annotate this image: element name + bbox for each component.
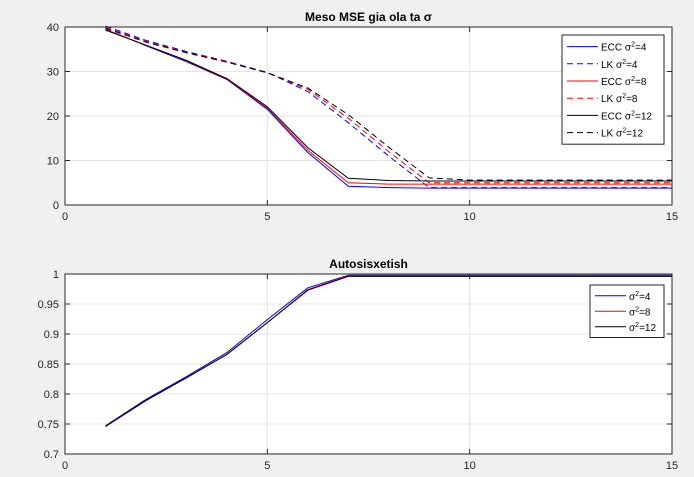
chart-title: Meso MSE gia ola ta σ (305, 10, 432, 24)
series-line-1 (105, 28, 672, 189)
series-line-4 (105, 26, 672, 184)
series-line-1 (105, 274, 672, 427)
legend: σ2=4 σ2=8 σ2=12 (589, 284, 665, 338)
y-tick-label: 10 (47, 156, 59, 168)
y-tick-label: 0.8 (44, 389, 59, 401)
y-tick-label: 0.95 (38, 299, 59, 311)
y-tick-label: 1 (53, 269, 59, 281)
series-line-6 (105, 27, 672, 181)
chart-1: 0 5 10 15 0 10 20 30 40 Meso MSE gia ola ta σ ECC … (47, 10, 678, 223)
y-tick-label: 0.7 (44, 449, 59, 461)
legend-label-2: σ2=8 (629, 306, 651, 318)
chart-2: 0 5 10 15 0.7 0.75 0.8 0.85 0.9 0.95 1 Autosisxetis… (38, 257, 679, 472)
x-tick-label: 10 (464, 460, 476, 472)
x-tick-label: 15 (666, 460, 678, 472)
y-tick-label: 0.85 (38, 359, 59, 371)
chart-title: Autosisxetish (329, 257, 408, 271)
y-tick-label: 0.9 (44, 329, 59, 341)
y-tick-label: 40 (47, 22, 59, 34)
y-tick-label: 30 (47, 67, 59, 79)
legend-label-1: σ2=4 (629, 291, 651, 303)
x-tick-label: 5 (264, 211, 270, 223)
legend-label-2: LK σ2=4 (601, 59, 638, 71)
legend-label-3: σ2=12 (629, 322, 656, 334)
legend-box (561, 34, 665, 145)
legend-label-4: LK σ2=8 (601, 93, 638, 105)
x-tick-label: 0 (62, 460, 68, 472)
y-tick-label: 0.75 (38, 419, 59, 431)
legend-label-6: LK σ2=12 (601, 128, 643, 140)
x-tick-label: 15 (666, 211, 678, 223)
y-tick-label: 20 (47, 111, 59, 123)
legend: ECC σ2=4 LK σ2=4 ECC σ2=8 LK σ2=8 ECC σ2=12 L… (561, 34, 665, 145)
y-tick-label: 0 (53, 200, 59, 212)
series-line-3 (105, 275, 672, 427)
x-tick-label: 10 (464, 211, 476, 223)
x-tick-label: 0 (62, 211, 68, 223)
legend-label-1: ECC σ2=4 (601, 42, 647, 54)
legend-label-5: ECC σ2=12 (601, 110, 652, 122)
series-line-5 (105, 29, 672, 182)
x-tick-label: 5 (264, 460, 270, 472)
legend-label-3: ECC σ2=8 (601, 76, 647, 88)
